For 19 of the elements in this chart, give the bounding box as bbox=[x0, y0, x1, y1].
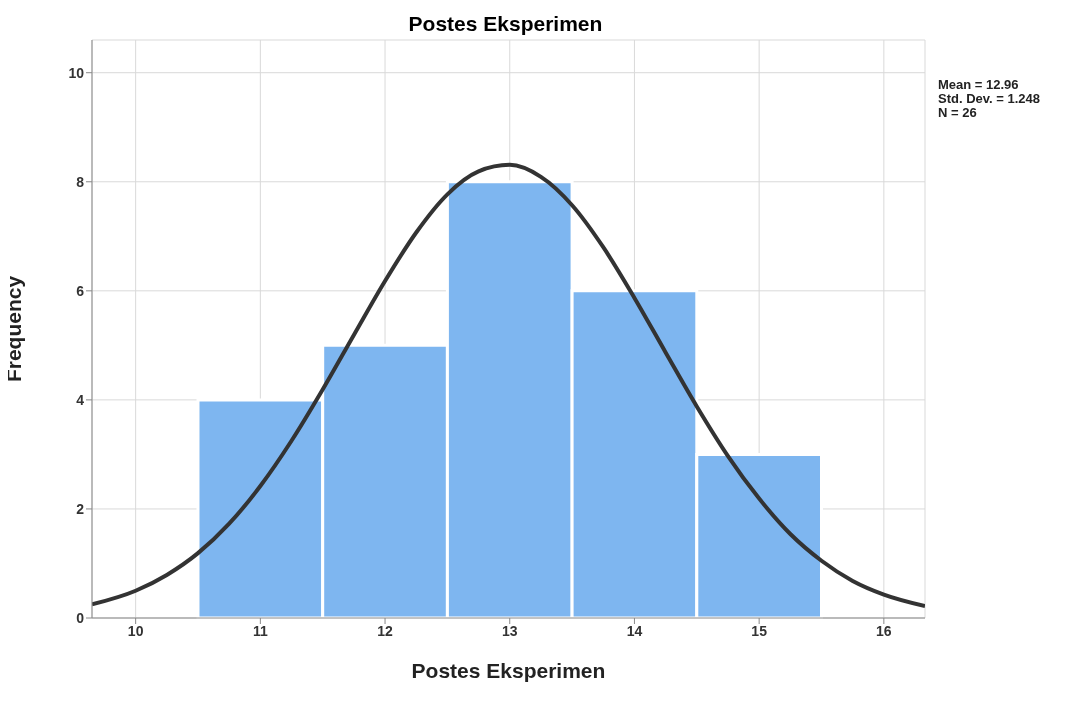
x-tick-label: 15 bbox=[751, 622, 768, 639]
chart-title: Postes Eksperimen bbox=[407, 12, 604, 36]
y-tick-label: 0 bbox=[76, 609, 85, 626]
text: N = 26 bbox=[938, 105, 978, 120]
y-tick-label: 2 bbox=[76, 500, 85, 517]
x-tick-label: 16 bbox=[876, 622, 892, 639]
x-tick-label: 13 bbox=[501, 622, 518, 639]
text: Std. Dev. = 1.248 bbox=[938, 91, 1041, 106]
y-tick-label: 10 bbox=[68, 64, 85, 81]
x-tick-label: 12 bbox=[377, 622, 394, 639]
text: Mean = 12.96 bbox=[938, 77, 1020, 92]
x-tick-label: 11 bbox=[252, 622, 268, 639]
x-axis-title: Postes Eksperimen bbox=[411, 659, 606, 682]
x-tick-label: 14 bbox=[626, 622, 643, 639]
y-tick-label: 6 bbox=[76, 282, 85, 299]
y-tick-label: 8 bbox=[76, 173, 85, 190]
x-tick-label: 10 bbox=[127, 622, 144, 639]
line-series bbox=[92, 162, 925, 608]
y-tick-label: 4 bbox=[76, 391, 85, 408]
